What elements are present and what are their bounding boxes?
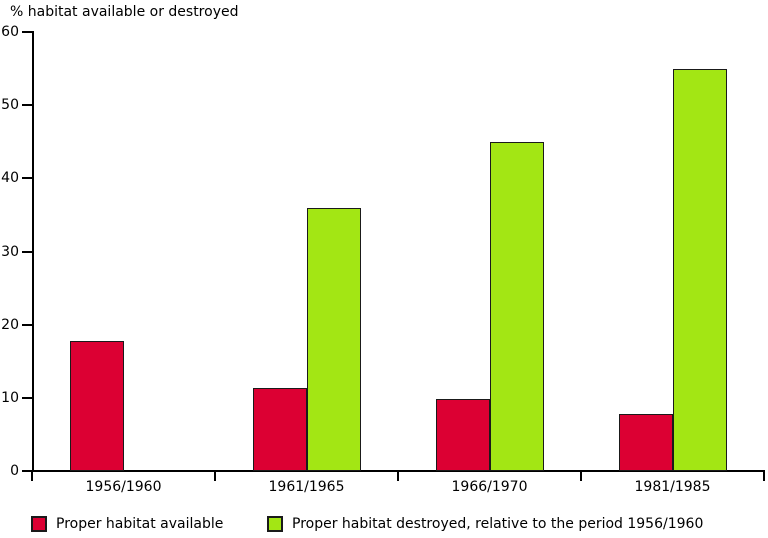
- legend-swatch-destroyed-icon: [267, 516, 283, 532]
- y-axis-tick: [22, 250, 32, 253]
- y-axis-title: % habitat available or destroyed: [10, 4, 239, 20]
- bar-available-1: [252, 388, 307, 471]
- bar-destroyed-3: [672, 68, 727, 471]
- y-axis-tick: [22, 470, 32, 472]
- y-axis-tick: [22, 177, 32, 180]
- bar-available-3: [618, 413, 673, 471]
- legend-label-available: Proper habitat available: [56, 516, 224, 532]
- x-axis-label: 1956/1960: [85, 479, 162, 495]
- legend-label-destroyed: Proper habitat destroyed, relative to th…: [292, 516, 704, 532]
- y-axis-tick-label: 10: [1, 389, 19, 406]
- y-axis-tick-label: 0: [10, 463, 19, 479]
- bar-available-2: [435, 399, 490, 471]
- y-axis-line: [32, 31, 34, 472]
- y-axis-tick: [22, 104, 32, 107]
- x-axis-label: 1961/1965: [268, 479, 345, 495]
- y-axis-tick: [22, 323, 32, 326]
- legend-item-available: Proper habitat available: [31, 515, 223, 533]
- x-axis-label: 1981/1985: [634, 479, 711, 495]
- y-axis-tick-label: 50: [1, 97, 19, 114]
- y-axis-tick-label: 40: [1, 170, 19, 187]
- bar-available-0: [69, 341, 124, 471]
- x-axis-tick: [397, 470, 399, 481]
- y-axis-tick-label: 30: [1, 243, 19, 260]
- x-axis-tick: [763, 470, 765, 481]
- bar-destroyed-1: [306, 207, 361, 471]
- y-axis-tick-label: 60: [1, 24, 19, 40]
- y-axis-tick: [22, 31, 32, 33]
- x-axis-tick: [214, 470, 216, 481]
- legend-swatch-available-icon: [31, 516, 47, 532]
- legend-item-destroyed: Proper habitat destroyed, relative to th…: [267, 515, 703, 533]
- bar-destroyed-2: [489, 141, 544, 471]
- y-axis-tick-label: 20: [1, 316, 19, 333]
- x-axis-label: 1966/1970: [451, 479, 528, 495]
- x-axis-tick: [31, 470, 33, 481]
- y-axis-tick: [22, 396, 32, 399]
- x-axis-tick: [580, 470, 582, 481]
